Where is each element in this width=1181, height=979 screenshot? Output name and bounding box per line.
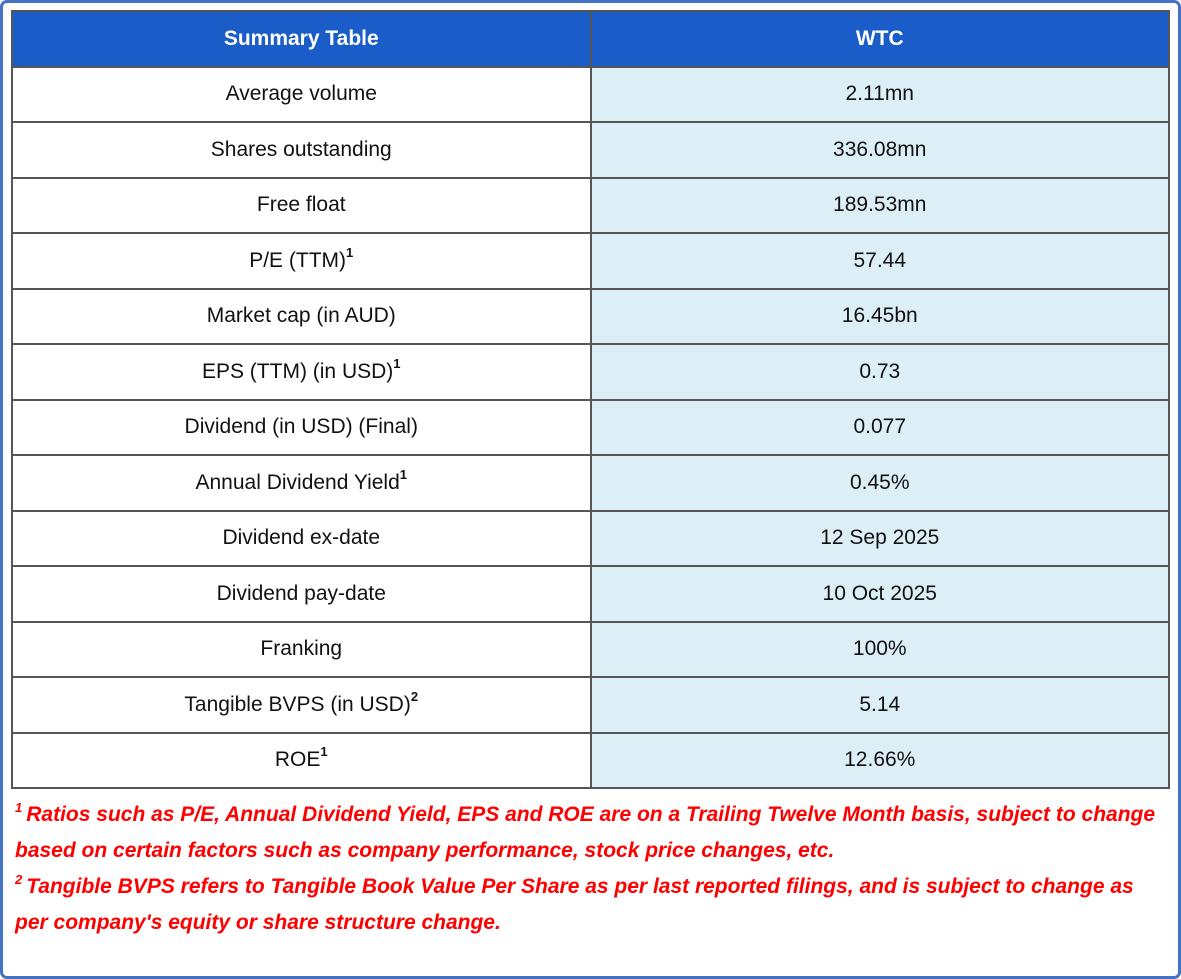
metric-label-cell: Shares outstanding: [11, 121, 592, 179]
metric-value: 0.45%: [849, 470, 910, 494]
footnote: 2 Tangible BVPS refers to Tangible Book V…: [15, 869, 1166, 941]
summary-table: Summary Table WTC Average volume 2.11mn …: [11, 10, 1170, 789]
metric-value: 12 Sep 2025: [820, 526, 940, 550]
metric-label: EPS (TTM) (in USD): [201, 359, 394, 383]
metric-label-cell: EPS (TTM) (in USD)1: [11, 343, 592, 401]
metric-label: Franking: [260, 637, 343, 661]
table-row: Dividend ex-date 12 Sep 2025: [11, 509, 1170, 567]
metric-label-cell: Free float: [11, 176, 592, 234]
metric-value: 10 Oct 2025: [822, 581, 937, 605]
metric-value-cell: 57.44: [589, 232, 1170, 290]
metric-value-cell: 16.45bn: [589, 287, 1170, 345]
metric-label-cell: Annual Dividend Yield1: [11, 454, 592, 512]
footnote: 1 Ratios such as P/E, Annual Dividend Yie…: [15, 797, 1166, 869]
footnote-marker: 2: [15, 871, 23, 887]
footnote-text: Ratios such as P/E, Annual Dividend Yiel…: [15, 803, 1156, 863]
metric-value-cell: 10 Oct 2025: [589, 565, 1170, 623]
header-row: Summary Table WTC: [11, 10, 1170, 68]
metric-label: Shares outstanding: [210, 137, 392, 161]
metric-footnote-marker: 1: [320, 744, 328, 760]
metric-label-cell: Market cap (in AUD): [11, 287, 592, 345]
metric-value: 189.53mn: [833, 193, 927, 217]
metric-label-cell: P/E (TTM)1: [11, 232, 592, 290]
metric-label: Tangible BVPS (in USD): [184, 692, 411, 716]
metric-value: 2.11mn: [845, 82, 915, 106]
metric-value: 100%: [852, 637, 907, 661]
metric-label: Dividend pay-date: [216, 581, 386, 605]
table-row: Annual Dividend Yield1 0.45%: [11, 454, 1170, 512]
metric-label-cell: ROE1: [11, 731, 592, 789]
header-cell-summary-table: Summary Table: [11, 10, 592, 68]
footnote-marker: 1: [15, 799, 23, 815]
metric-value: 0.73: [859, 359, 901, 383]
table-row: ROE1 12.66%: [11, 731, 1170, 789]
metric-value: 12.66%: [844, 748, 916, 772]
metric-value: 16.45bn: [841, 304, 918, 328]
metric-label-cell: Franking: [11, 620, 592, 678]
metric-footnote-marker: 2: [410, 688, 419, 704]
metric-label: ROE: [274, 748, 321, 772]
metric-label-cell: Average volume: [11, 65, 592, 123]
footnote-text: Tangible BVPS refers to Tangible Book Va…: [15, 875, 1134, 935]
metric-value: 57.44: [853, 248, 907, 272]
metric-value-cell: 0.73: [589, 343, 1170, 401]
metric-label: Market cap (in AUD): [206, 304, 396, 328]
metric-value: 336.08mn: [833, 137, 927, 161]
metric-value: 0.077: [853, 415, 907, 439]
table-row: Tangible BVPS (in USD)2 5.14: [11, 676, 1170, 734]
metric-value-cell: 12.66%: [589, 731, 1170, 789]
metric-value-cell: 0.45%: [589, 454, 1170, 512]
metric-label-cell: Dividend ex-date: [11, 509, 592, 567]
table-row: Average volume 2.11mn: [11, 65, 1170, 123]
metric-value-cell: 189.53mn: [589, 176, 1170, 234]
table-row: Dividend pay-date 10 Oct 2025: [11, 565, 1170, 623]
metric-label: Annual Dividend Yield: [195, 470, 400, 494]
metric-label: Dividend ex-date: [222, 526, 381, 550]
metric-value-cell: 12 Sep 2025: [589, 509, 1170, 567]
metric-footnote-marker: 1: [346, 244, 354, 260]
table-row: Free float 189.53mn: [11, 176, 1170, 234]
metric-label: Free float: [256, 193, 346, 217]
table-row: Dividend (in USD) (Final) 0.077: [11, 398, 1170, 456]
metric-footnote-marker: 1: [399, 466, 408, 482]
metric-value-cell: 336.08mn: [589, 121, 1170, 179]
footnotes-section: 1 Ratios such as P/E, Annual Dividend Yie…: [11, 789, 1170, 941]
metric-label-cell: Tangible BVPS (in USD)2: [11, 676, 592, 734]
header-cell-ticker: WTC: [589, 10, 1170, 68]
metric-value-cell: 0.077: [589, 398, 1170, 456]
metric-value: 5.14: [859, 692, 901, 716]
metric-label: P/E (TTM): [249, 248, 347, 272]
metric-value-cell: 2.11mn: [589, 65, 1170, 123]
metric-value-cell: 5.14: [589, 676, 1170, 734]
metric-footnote-marker: 1: [393, 355, 401, 371]
table-row: P/E (TTM)1 57.44: [11, 232, 1170, 290]
metric-label-cell: Dividend pay-date: [11, 565, 592, 623]
metric-label: Average volume: [225, 82, 377, 106]
table-row: Shares outstanding 336.08mn: [11, 121, 1170, 179]
metric-label-cell: Dividend (in USD) (Final): [11, 398, 592, 456]
summary-table-body: Average volume 2.11mn Shares outstanding…: [11, 65, 1170, 789]
metric-value-cell: 100%: [589, 620, 1170, 678]
table-row: Franking 100%: [11, 620, 1170, 678]
summary-table-head: Summary Table WTC: [11, 10, 1170, 68]
table-row: EPS (TTM) (in USD)1 0.73: [11, 343, 1170, 401]
metric-label: Dividend (in USD) (Final): [184, 415, 418, 439]
table-row: Market cap (in AUD) 16.45bn: [11, 287, 1170, 345]
